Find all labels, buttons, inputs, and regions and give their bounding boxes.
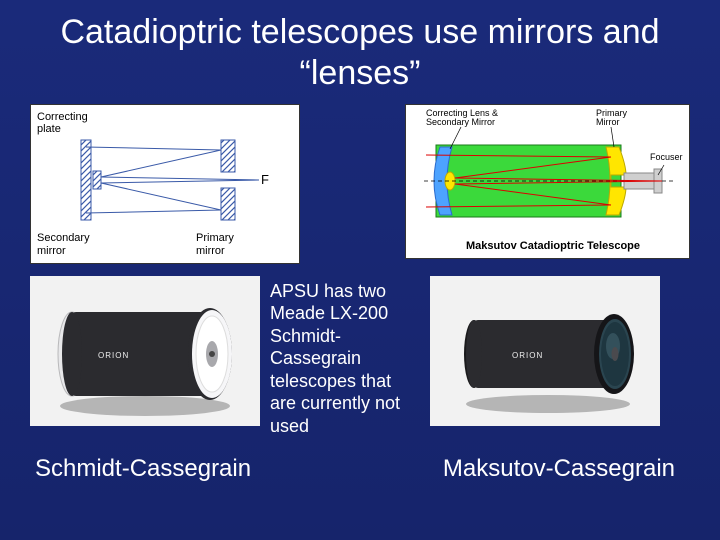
maksutov-title: Maksutov Catadioptric Telescope (466, 240, 640, 252)
middle-note: APSU has two Meade LX-200 Schmidt-Casseg… (270, 276, 420, 438)
label-primary-mirror: Primarymirror (196, 232, 234, 256)
label-primary-mirror-r: PrimaryMirror (596, 109, 627, 129)
label-correcting-plate: Correctingplate (37, 111, 88, 135)
caption-schmidt: Schmidt-Cassegrain (35, 455, 251, 483)
caption-maksutov: Maksutov-Cassegrain (443, 455, 685, 483)
maksutov-photo-svg: ORION (430, 276, 660, 426)
schmidt-photo-svg: ORION (30, 276, 260, 426)
svg-text:ORION: ORION (98, 351, 129, 360)
schmidt-photo: ORION (30, 276, 260, 426)
svg-text:F: F (261, 172, 269, 187)
captions-row: Schmidt-Cassegrain Maksutov-Cassegrain (0, 437, 720, 483)
label-secondary-mirror: Secondarymirror (37, 232, 90, 256)
svg-text:ORION: ORION (512, 351, 543, 360)
schmidt-diagram: F Correctingplate Secondarymirror Primar… (30, 104, 300, 264)
slide-title: Catadioptric telescopes use mirrors and … (0, 0, 720, 104)
label-correcting-lens: Correcting Lens &Secondary Mirror (426, 109, 498, 129)
maksutov-photo: ORION (430, 276, 660, 426)
maksutov-diagram: Correcting Lens &Secondary Mirror Primar… (405, 104, 690, 259)
label-focuser: Focuser (650, 153, 683, 163)
photos-row: ORION APSU has two Meade LX-200 Schmidt-… (0, 264, 720, 438)
diagrams-row: F Correctingplate Secondarymirror Primar… (0, 104, 720, 264)
